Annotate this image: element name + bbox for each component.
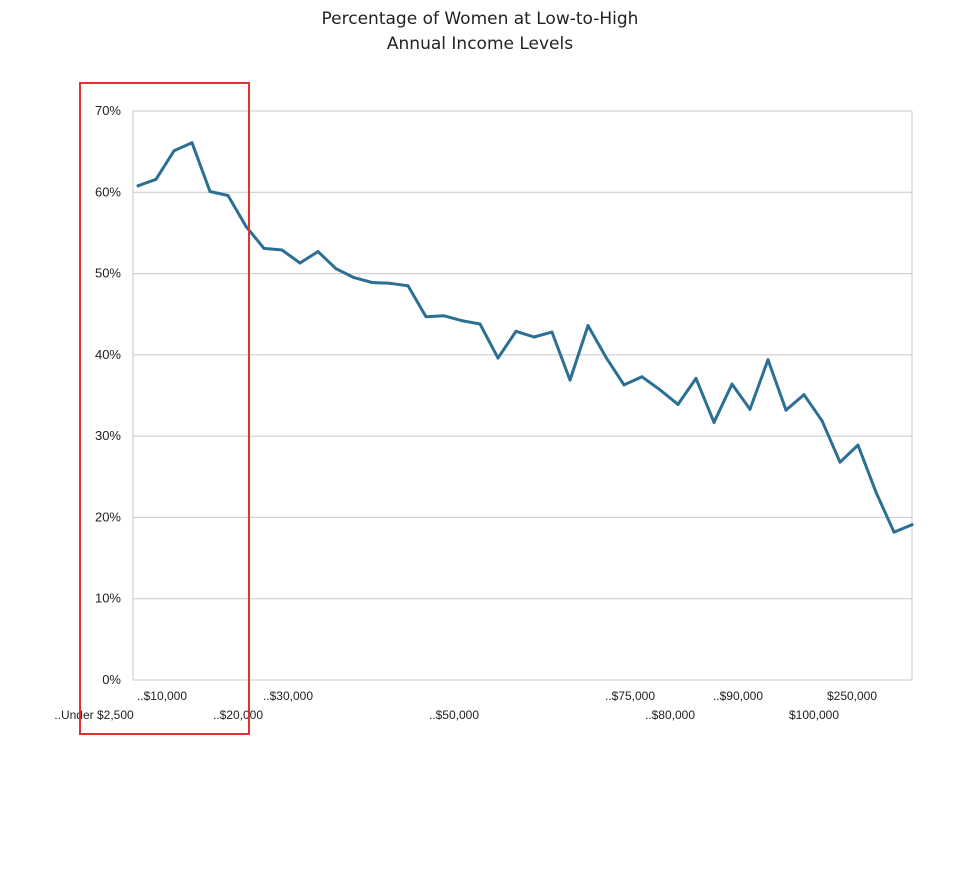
- y-tick-label: 0%: [102, 672, 121, 687]
- data-point: [154, 177, 158, 181]
- data-point: [604, 355, 608, 359]
- chart-title-line-1: Percentage of Women at Low-to-High: [322, 9, 639, 29]
- data-point: [532, 335, 536, 339]
- x-tick-label: ..$10,000: [137, 689, 187, 703]
- data-point: [676, 402, 680, 406]
- y-tick-label: 20%: [95, 509, 121, 524]
- x-tick-label: ..Under $2,500: [54, 708, 134, 722]
- x-tick-label: $250,000: [827, 689, 877, 703]
- data-point: [640, 375, 644, 379]
- data-point: [820, 419, 824, 423]
- data-point: [352, 276, 356, 280]
- data-point: [748, 407, 752, 411]
- y-tick-label: 70%: [95, 103, 121, 118]
- data-point: [496, 356, 500, 360]
- data-point: [424, 315, 428, 319]
- y-axis-tick-labels: 0% 10% 20% 30% 40% 50% 60% 70%: [95, 103, 121, 687]
- data-point: [442, 314, 446, 318]
- data-point: [280, 248, 284, 252]
- data-point: [766, 358, 770, 362]
- data-point: [550, 330, 554, 334]
- data-point: [784, 408, 788, 412]
- x-tick-label: ..$80,000: [645, 708, 695, 722]
- data-point: [190, 141, 194, 145]
- data-point: [622, 383, 626, 387]
- data-point: [568, 378, 572, 382]
- highlight-box: [79, 82, 250, 735]
- data-point: [388, 281, 392, 285]
- data-point: [694, 376, 698, 380]
- data-point: [586, 324, 590, 328]
- y-tick-label: 60%: [95, 184, 121, 199]
- y-tick-label: 40%: [95, 347, 121, 362]
- x-tick-label: $100,000: [789, 708, 839, 722]
- data-point: [514, 329, 518, 333]
- x-tick-label: ..$30,000: [263, 689, 313, 703]
- data-point: [370, 281, 374, 285]
- data-point: [262, 246, 266, 250]
- y-tick-label: 30%: [95, 428, 121, 443]
- x-tick-label: ..$90,000: [713, 689, 763, 703]
- data-point: [874, 490, 878, 494]
- data-point: [730, 382, 734, 386]
- chart-title-line-2: Annual Income Levels: [387, 34, 573, 54]
- data-point: [244, 224, 248, 228]
- data-point: [226, 194, 230, 198]
- data-point: [334, 267, 338, 271]
- data-point: [298, 261, 302, 265]
- gridlines: [132, 110, 913, 681]
- data-point: [892, 530, 896, 534]
- x-axis-tick-labels: ..$10,000 ..$30,000 ..$75,000 ..$90,000 $250…: [54, 689, 877, 722]
- x-tick-label: ..$75,000: [605, 689, 655, 703]
- data-points: [136, 141, 914, 534]
- data-point: [478, 322, 482, 326]
- data-point: [136, 184, 140, 188]
- data-point: [838, 460, 842, 464]
- data-point: [208, 189, 212, 193]
- series-line: [136, 141, 914, 534]
- data-point: [316, 250, 320, 254]
- x-tick-label: ..$20,000: [213, 708, 263, 722]
- y-tick-label: 10%: [95, 591, 121, 606]
- data-point: [712, 420, 716, 424]
- data-point: [856, 443, 860, 447]
- y-tick-label: 50%: [95, 266, 121, 281]
- data-point: [658, 388, 662, 392]
- x-tick-label: ..$50,000: [429, 708, 479, 722]
- data-point: [460, 319, 464, 323]
- data-point: [172, 149, 176, 153]
- data-point: [802, 393, 806, 397]
- data-point: [910, 523, 914, 527]
- data-point: [406, 284, 410, 288]
